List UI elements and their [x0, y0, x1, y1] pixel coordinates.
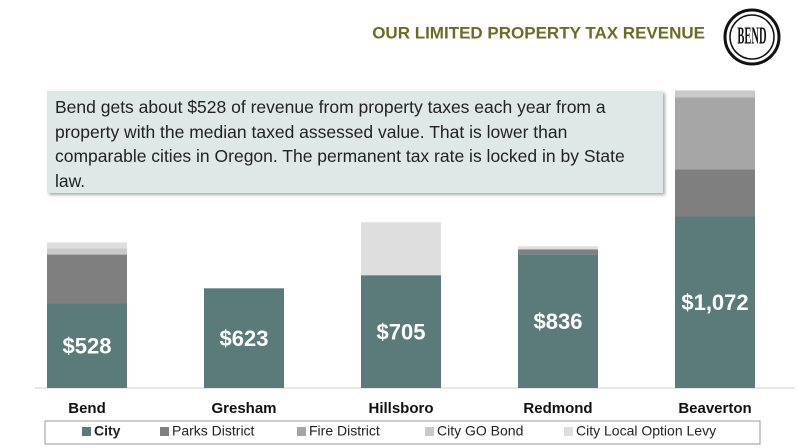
legend-swatch — [564, 427, 573, 436]
legend-label: City GO Bond — [437, 423, 523, 439]
bar-segment — [47, 248, 127, 255]
x-tick-label: Gresham — [211, 400, 276, 417]
legend-label: City Local Option Levy — [576, 423, 716, 439]
note-box: Bend gets about $528 of revenue from pro… — [47, 91, 663, 193]
bar-segment — [518, 249, 598, 255]
bar-segment — [675, 169, 755, 217]
data-label: $1,072 — [681, 290, 748, 315]
logo-text: BEND — [737, 23, 766, 50]
bar-segment — [518, 246, 598, 250]
x-tick-label: Bend — [68, 400, 106, 417]
bar-segment — [361, 275, 441, 388]
legend-swatch — [425, 427, 434, 436]
legend-swatch — [297, 427, 306, 436]
bar-segment — [47, 254, 127, 304]
bar-segment — [47, 303, 127, 388]
x-tick-label: Hillsboro — [368, 400, 433, 417]
data-label: $623 — [220, 326, 269, 351]
x-tick-label: Redmond — [523, 400, 592, 417]
bar-segment — [675, 90, 755, 98]
bar-segment — [361, 222, 441, 276]
bar-segment — [204, 288, 284, 388]
bar-segment — [518, 254, 598, 388]
data-label: $705 — [377, 319, 426, 344]
legend-swatch — [160, 427, 169, 436]
bar-segment — [47, 242, 127, 249]
logo-ring — [723, 8, 781, 66]
legend-label: Parks District — [172, 423, 255, 439]
bar-segment — [675, 97, 755, 170]
legend-label: Fire District — [309, 423, 380, 439]
legend-swatch — [82, 427, 91, 436]
legend-box — [44, 420, 761, 445]
x-tick-label: Beaverton — [678, 400, 751, 417]
data-label: $836 — [534, 309, 583, 334]
logo-inner — [729, 14, 775, 60]
bar-segment — [675, 216, 755, 388]
data-label: $528 — [63, 334, 112, 359]
legend-label: City — [94, 423, 121, 439]
chart-title: OUR LIMITED PROPERTY TAX REVENUE — [372, 23, 705, 42]
